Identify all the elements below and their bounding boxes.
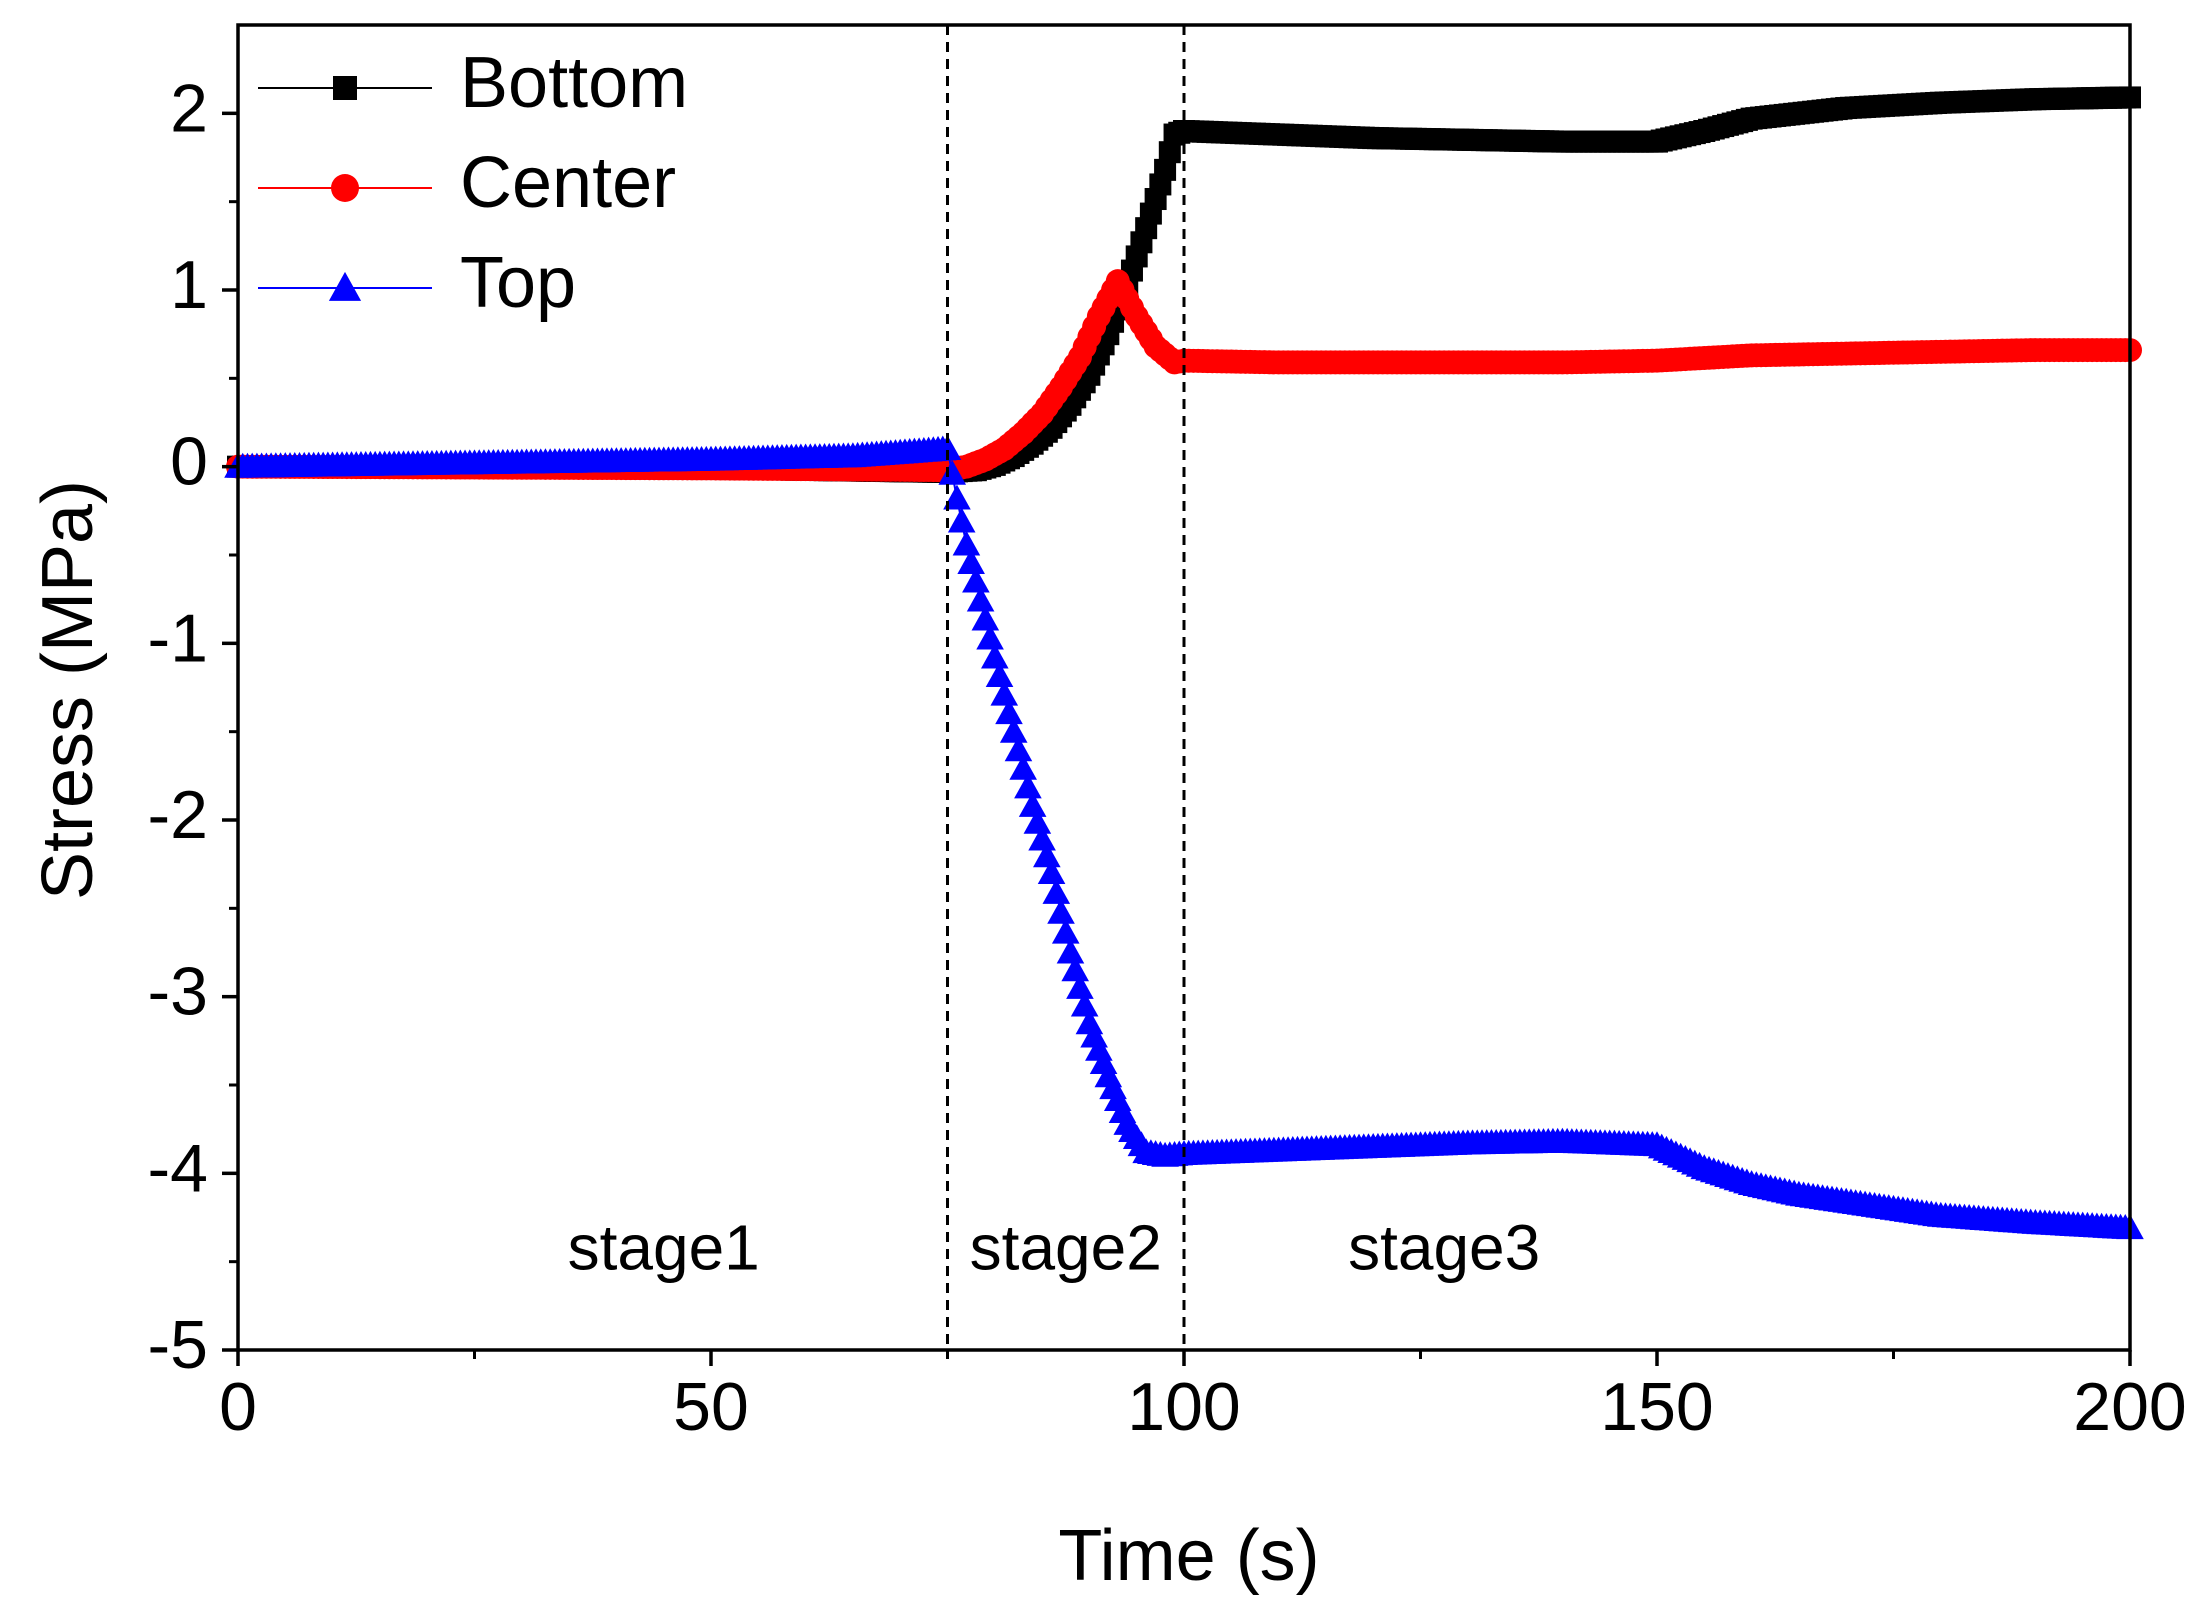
data-point xyxy=(1047,898,1075,924)
data-point xyxy=(1154,158,1177,181)
data-point xyxy=(957,549,985,574)
data-point xyxy=(1066,974,1094,999)
data-point xyxy=(1009,754,1037,780)
data-point xyxy=(1023,808,1052,834)
series-line-top xyxy=(237,447,2131,1230)
legend-marker xyxy=(331,174,359,202)
data-point xyxy=(976,624,1004,650)
x-tick-label: 50 xyxy=(673,1369,749,1445)
stage-label: stage3 xyxy=(1348,1212,1540,1284)
stage-label: stage2 xyxy=(970,1212,1162,1284)
x-tick-label: 200 xyxy=(2073,1369,2186,1445)
y-tick-label: -3 xyxy=(148,954,208,1030)
data-point xyxy=(1070,991,1099,1017)
data-point xyxy=(1033,842,1061,868)
legend-label: Center xyxy=(460,143,676,223)
legend-label: Top xyxy=(460,243,576,323)
data-point xyxy=(1028,825,1056,851)
plot-area: stage1 stage2 stage3 xyxy=(224,25,2144,1350)
data-point xyxy=(990,680,1019,706)
x-tick-label: 0 xyxy=(219,1369,257,1445)
y-tick-label: 1 xyxy=(170,247,208,323)
legend: Bottom Center Top xyxy=(258,43,688,323)
data-point xyxy=(971,605,1000,631)
x-axis-label: Time (s) xyxy=(1058,1516,1319,1596)
data-point xyxy=(981,643,1009,669)
y-tick-label: 2 xyxy=(170,70,208,146)
data-point xyxy=(1018,792,1047,817)
legend-entry-top: Top xyxy=(258,243,576,323)
y-tick-label: -4 xyxy=(148,1130,208,1206)
data-point xyxy=(1037,859,1066,885)
series-top xyxy=(224,435,2144,1240)
data-point xyxy=(999,717,1028,743)
legend-marker xyxy=(328,271,362,301)
data-point xyxy=(985,662,1014,688)
stage-label: stage1 xyxy=(568,1212,760,1284)
data-point xyxy=(995,699,1023,725)
data-point xyxy=(962,567,990,593)
y-tick-label: -2 xyxy=(148,777,208,853)
x-tick-label: 150 xyxy=(1600,1369,1713,1445)
data-point xyxy=(933,435,962,461)
y-tick-label: 0 xyxy=(170,424,208,500)
data-point xyxy=(1004,736,1033,762)
data-point xyxy=(938,459,967,485)
data-point xyxy=(1014,773,1042,799)
data-point xyxy=(1061,956,1090,982)
data-point xyxy=(1051,918,1080,944)
data-point xyxy=(1056,938,1085,964)
legend-entry-center: Center xyxy=(258,143,676,223)
y-axis-label: Stress (MPa) xyxy=(28,480,108,900)
y-tick-label: -5 xyxy=(148,1307,208,1383)
y-tick-label: -1 xyxy=(148,600,208,676)
legend-marker xyxy=(333,76,357,100)
legend-label: Bottom xyxy=(460,43,688,123)
data-point xyxy=(952,530,981,556)
axes: 0 50 100 150 200 -5 -4 -3 -2 -1 0 1 2 xyxy=(148,23,2187,1445)
x-tick-label: 100 xyxy=(1127,1369,1240,1445)
legend-entry-bottom: Bottom xyxy=(258,43,688,123)
data-point xyxy=(943,484,971,510)
data-point xyxy=(1042,879,1071,904)
data-point xyxy=(1158,141,1181,164)
data-point xyxy=(966,586,995,612)
data-point xyxy=(947,507,976,533)
